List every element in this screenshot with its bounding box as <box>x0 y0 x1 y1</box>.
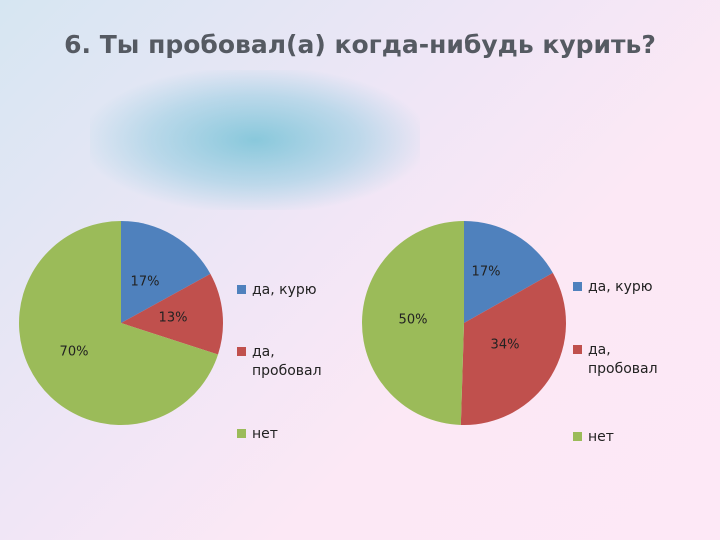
legend-item-no: нет <box>237 425 347 444</box>
legend-item-no: нет <box>573 428 683 447</box>
pie-chart-1: 17% 13% 70% да, курю да, пробовал нет <box>19 210 360 450</box>
legend-swatch <box>573 432 582 441</box>
legend-swatch <box>573 282 582 291</box>
slice-label-yes-tried: 13% <box>158 310 188 326</box>
legend-item-yes-smoke: да, курю <box>237 281 347 300</box>
pie-chart-1-plot <box>19 221 223 425</box>
pie-chart-2-plot <box>361 221 566 426</box>
legend-swatch <box>237 347 246 356</box>
slice-label-yes-smoke: 17% <box>471 264 501 280</box>
legend-swatch <box>237 429 246 438</box>
slice-yes-tried <box>460 272 566 426</box>
slice-yes-smoke <box>121 221 211 323</box>
page-title: 6. Ты пробовал(а) когда-нибудь курить? <box>64 30 656 59</box>
legend-swatch <box>573 345 582 354</box>
legend-label: да, пробовал <box>588 342 658 377</box>
slice-yes-smoke <box>464 221 553 323</box>
slice-no <box>19 221 219 425</box>
slice-label-yes-tried: 34% <box>490 337 520 353</box>
slice-label-no: 70% <box>59 344 89 360</box>
legend-swatch <box>237 285 246 294</box>
legend-item-yes-tried: да, пробовал <box>573 341 683 379</box>
pie-chart-2: 17% 34% 50% да, курю да, пробовал нет <box>361 210 703 450</box>
legend-label: нет <box>252 426 278 442</box>
slice-label-yes-smoke: 17% <box>130 274 160 290</box>
slice-no <box>361 221 464 425</box>
legend-label: да, пробовал <box>252 344 322 379</box>
legend-label: нет <box>588 429 614 445</box>
legend-label: да, курю <box>588 279 653 295</box>
slice-label-no: 50% <box>398 312 428 328</box>
legend-item-yes-smoke: да, курю <box>573 278 683 297</box>
legend-item-yes-tried: да, пробовал <box>237 343 347 381</box>
background-glow <box>90 70 420 210</box>
legend-label: да, курю <box>252 282 317 298</box>
slice-yes-tried <box>121 273 223 355</box>
